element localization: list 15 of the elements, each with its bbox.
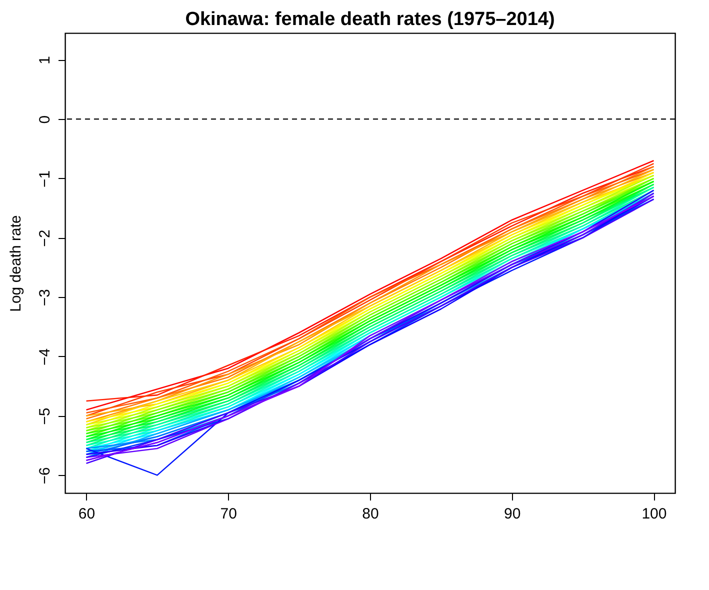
y-tick-label: −6	[36, 467, 54, 484]
y-axis-title: Log death rate	[8, 215, 24, 312]
x-tick-label: 70	[220, 506, 237, 522]
y-tick-label: −2	[36, 230, 54, 247]
chart-title: Okinawa: female death rates (1975–2014)	[185, 9, 555, 30]
x-tick-label: 80	[362, 506, 379, 522]
x-tick-label: 60	[78, 506, 96, 522]
y-tick-label: 0	[36, 115, 54, 124]
y-tick-label: 1	[36, 56, 54, 64]
y-tick-label: −4	[36, 348, 54, 366]
x-tick-label: 100	[642, 506, 667, 522]
y-tick-label: −3	[36, 289, 54, 306]
y-tick-label: −1	[36, 170, 54, 188]
y-tick-label: −5	[36, 408, 54, 425]
x-tick-label: 90	[504, 506, 521, 522]
